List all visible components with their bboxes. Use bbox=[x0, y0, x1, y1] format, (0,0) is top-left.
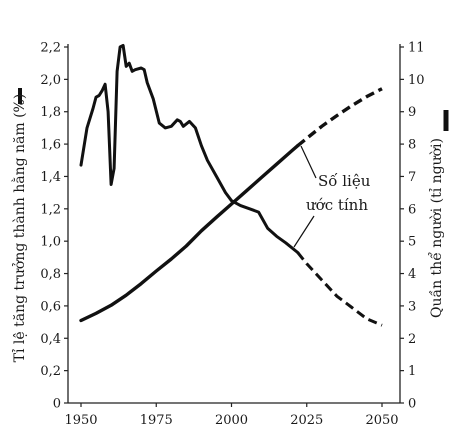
right-series-projected-line bbox=[296, 87, 383, 148]
right-series-actual-line bbox=[79, 144, 300, 323]
annotation-leader-upper bbox=[300, 145, 317, 179]
right-tick-label: 4 bbox=[408, 267, 416, 282]
right-axis-title: Quần thể người (tỉ người) bbox=[427, 138, 445, 318]
x-tick-label: 2025 bbox=[290, 413, 323, 428]
left-tick-label: 0,2 bbox=[40, 364, 61, 379]
left-tick-label: 2,2 bbox=[40, 41, 61, 56]
left-tick-label: 0,4 bbox=[40, 332, 61, 347]
x-tick-label: 1975 bbox=[140, 413, 173, 428]
left-tick-label: 1,8 bbox=[40, 105, 61, 120]
left-tick-label: 0,6 bbox=[40, 299, 61, 314]
right-tick-label: 1 bbox=[408, 364, 416, 379]
right-tick-label: 0 bbox=[408, 397, 416, 412]
series-layer bbox=[79, 43, 383, 327]
right-tick-label: 9 bbox=[408, 105, 416, 120]
left-tick-label: 1,6 bbox=[40, 138, 61, 153]
axes-layer bbox=[18, 44, 449, 407]
annotation-leader-lower bbox=[293, 215, 315, 248]
x-tick-label: 2000 bbox=[215, 413, 248, 428]
left-tick-label: 0 bbox=[53, 397, 61, 412]
annotation-line-2: ước tính bbox=[306, 196, 368, 214]
left-series-projected-line bbox=[296, 251, 383, 327]
right-tick-label: 5 bbox=[408, 235, 416, 250]
right-tick-label: 10 bbox=[408, 73, 425, 88]
x-tick-label: 2050 bbox=[365, 413, 398, 428]
left-series-actual-line bbox=[79, 43, 300, 254]
right-tick-label: 11 bbox=[408, 41, 425, 56]
left-tick-label: 0,8 bbox=[40, 267, 61, 282]
annotation-line-1: Số liệu bbox=[318, 172, 371, 190]
right-tick-label: 7 bbox=[408, 170, 416, 185]
left-tick-label: 1,2 bbox=[40, 202, 61, 217]
left-tick-label: 1,0 bbox=[40, 235, 61, 250]
x-tick-label: 1950 bbox=[64, 413, 97, 428]
right-tick-label: 3 bbox=[408, 299, 416, 314]
right-tick-label: 6 bbox=[408, 202, 416, 217]
left-axis-title: Tỉ lệ tăng trưởng thành hằng năm (%) bbox=[10, 94, 28, 363]
left-tick-label: 1,4 bbox=[40, 170, 61, 185]
left-tick-label: 2,0 bbox=[40, 73, 61, 88]
text-layer: Tỉ lệ tăng trưởng thành hằng năm (%) Quầ… bbox=[10, 41, 445, 429]
right-tick-label: 2 bbox=[408, 332, 416, 347]
right-tick-label: 8 bbox=[408, 138, 416, 153]
